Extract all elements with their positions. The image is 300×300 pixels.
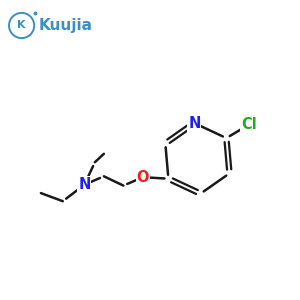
Text: O: O: [137, 170, 149, 185]
Text: N: N: [188, 116, 200, 130]
Text: Kuujia: Kuujia: [39, 18, 93, 33]
Text: Cl: Cl: [241, 117, 257, 132]
Text: N: N: [78, 177, 91, 192]
Text: K: K: [17, 20, 26, 31]
